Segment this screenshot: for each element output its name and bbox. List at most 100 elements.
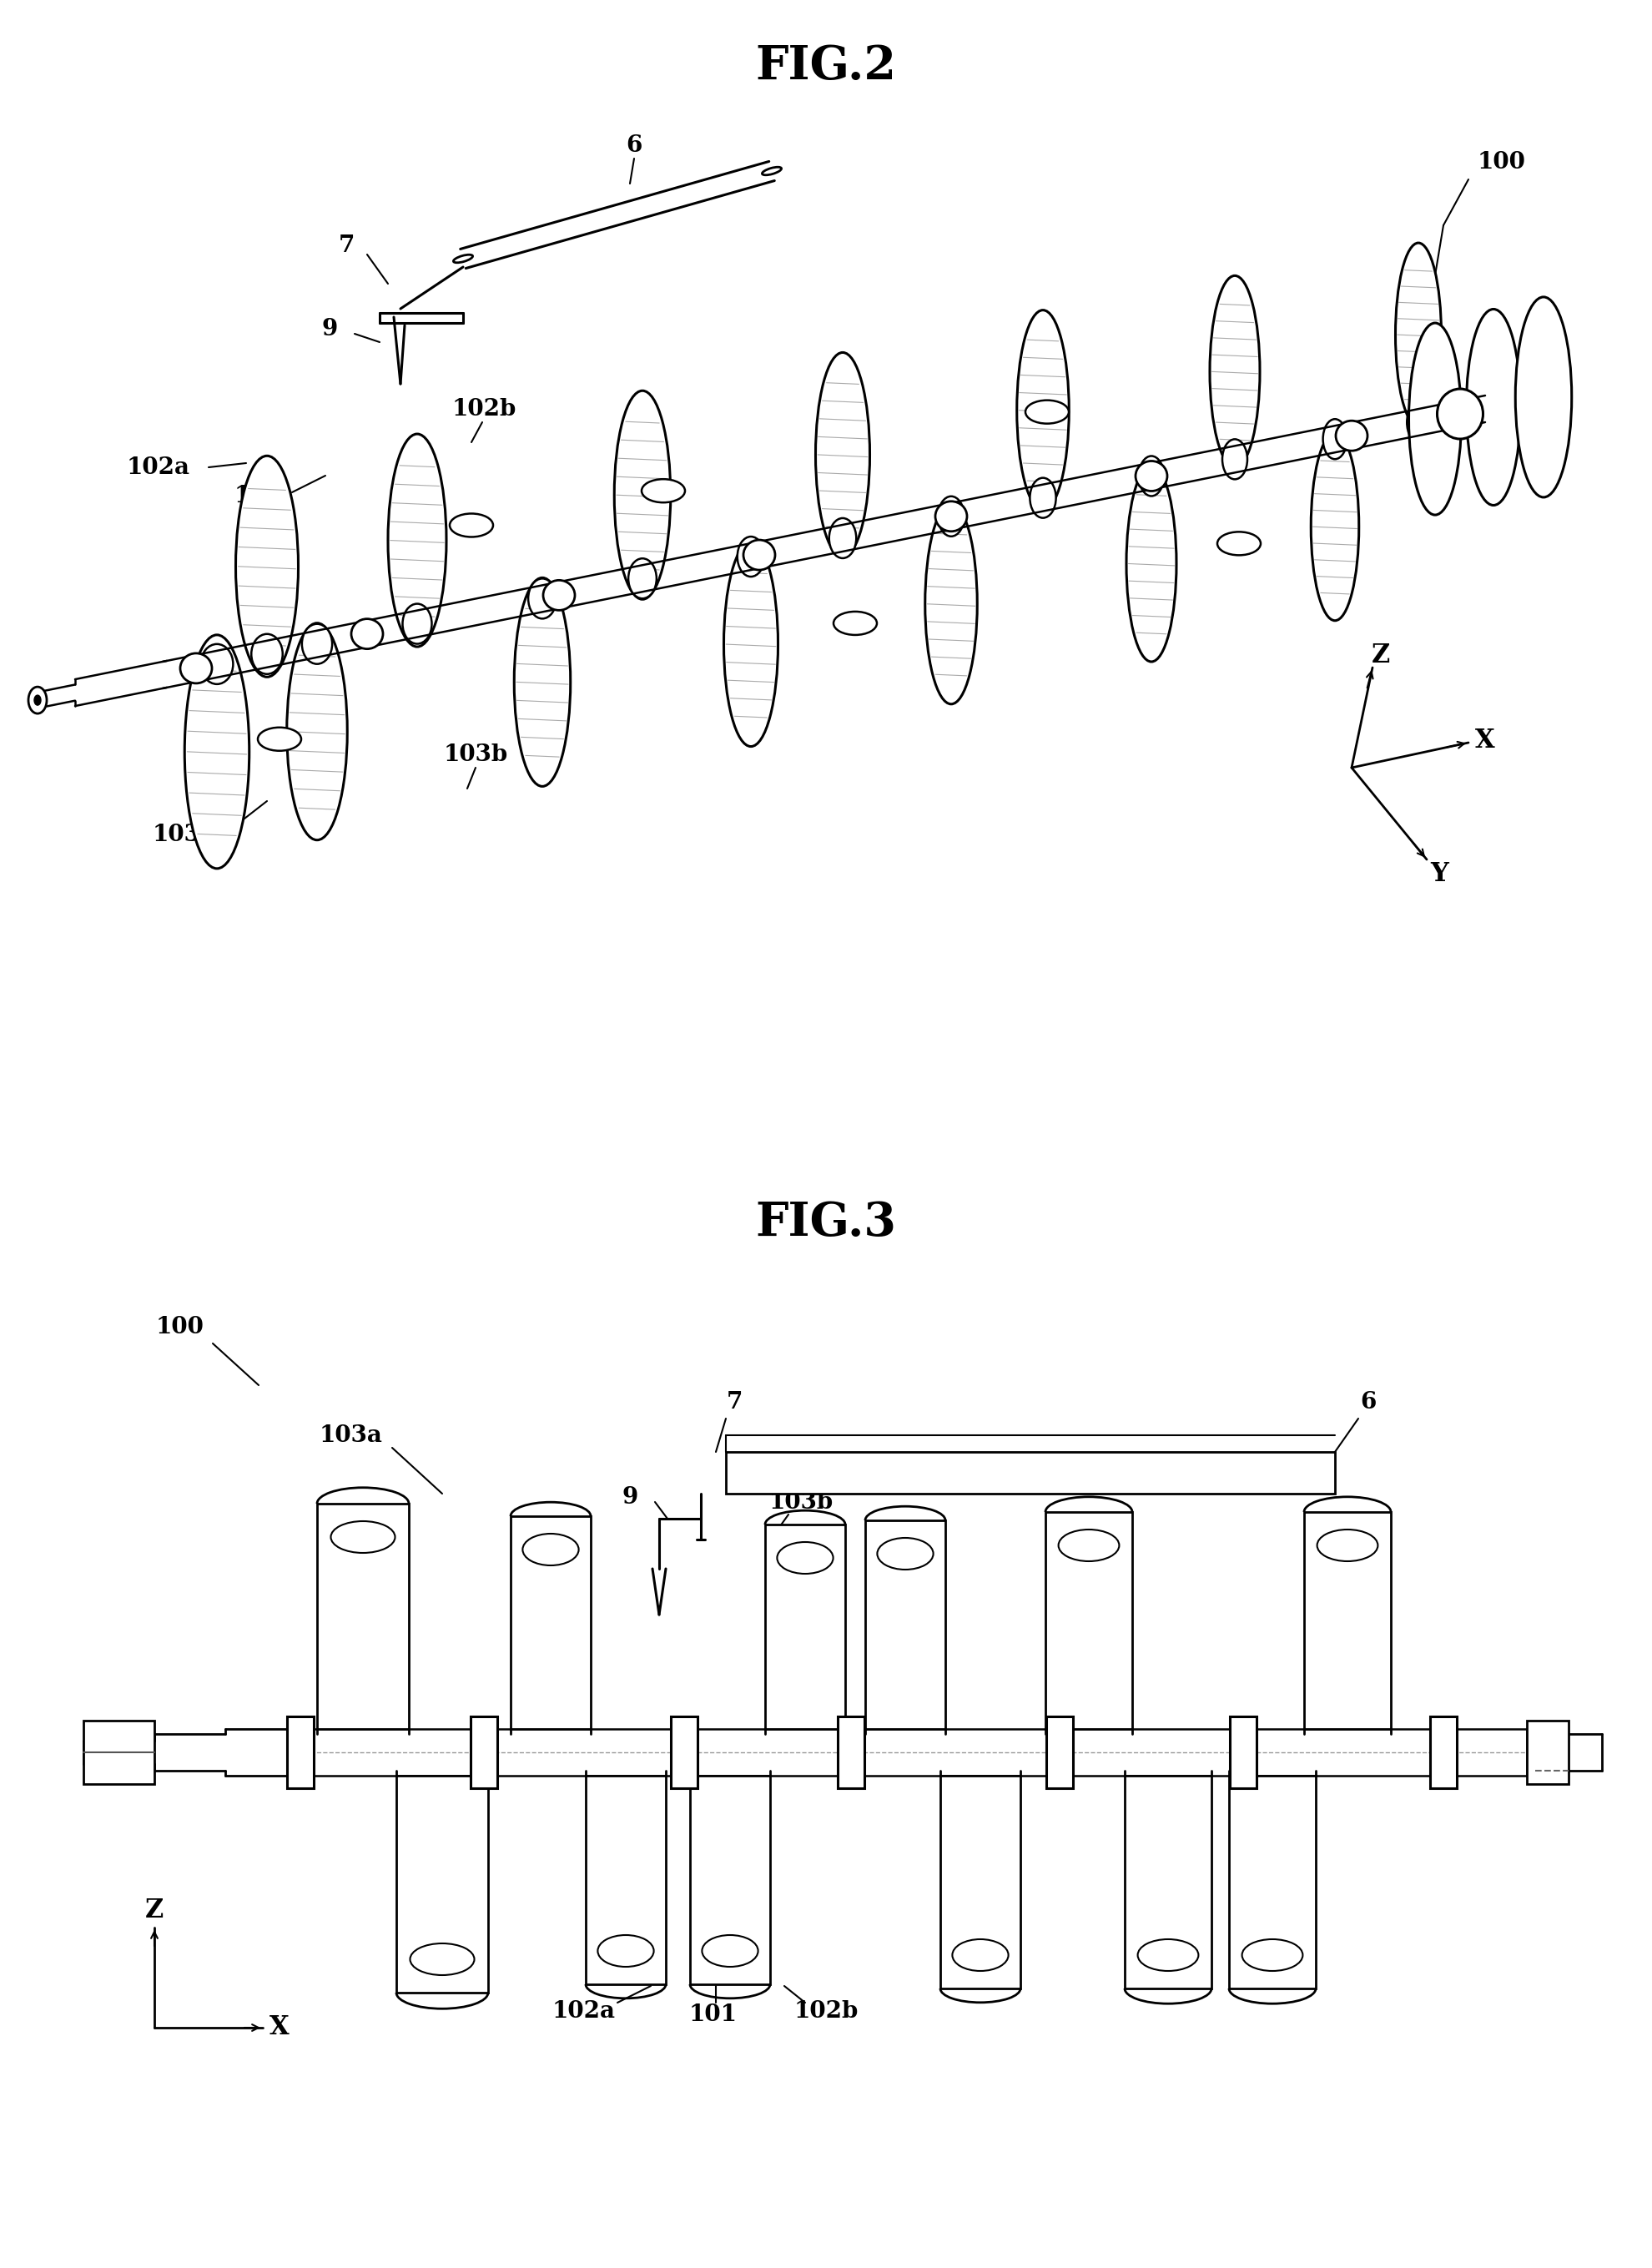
Ellipse shape <box>1336 422 1368 451</box>
Bar <box>725 1452 1335 1495</box>
Ellipse shape <box>1209 277 1260 467</box>
Bar <box>1526 1721 1568 1785</box>
Text: FIG.3: FIG.3 <box>755 1200 897 1245</box>
Ellipse shape <box>529 578 557 619</box>
Text: 9: 9 <box>322 318 337 340</box>
Ellipse shape <box>762 168 781 175</box>
Ellipse shape <box>1127 465 1176 662</box>
Ellipse shape <box>1409 322 1462 515</box>
Text: 102b: 102b <box>793 2000 859 2023</box>
Bar <box>471 1717 497 1787</box>
Ellipse shape <box>615 390 671 599</box>
Ellipse shape <box>952 1939 1008 1971</box>
Text: 100: 100 <box>155 1315 203 1338</box>
Ellipse shape <box>236 456 299 676</box>
Ellipse shape <box>1018 311 1069 510</box>
Bar <box>287 1717 314 1787</box>
Ellipse shape <box>403 603 431 644</box>
Bar <box>586 1776 666 1984</box>
Ellipse shape <box>449 513 492 538</box>
Text: 102a: 102a <box>127 456 190 479</box>
Ellipse shape <box>1467 308 1521 506</box>
Ellipse shape <box>598 1935 654 1966</box>
Bar <box>1431 1717 1457 1787</box>
Ellipse shape <box>877 1538 933 1569</box>
Bar <box>1229 1776 1315 1989</box>
Ellipse shape <box>1408 401 1431 442</box>
Text: 103a: 103a <box>319 1424 382 1447</box>
Bar <box>292 1728 1526 1776</box>
Text: 101: 101 <box>689 2005 737 2025</box>
Bar <box>1046 1513 1132 1728</box>
Text: 102a: 102a <box>552 2000 616 2023</box>
Ellipse shape <box>1242 1939 1303 1971</box>
Text: 102b: 102b <box>451 397 515 420</box>
Bar <box>765 1524 846 1728</box>
Ellipse shape <box>544 581 575 610</box>
Text: 7: 7 <box>727 1390 742 1413</box>
Ellipse shape <box>702 1935 758 1966</box>
Ellipse shape <box>776 1542 833 1574</box>
Ellipse shape <box>287 624 347 839</box>
Text: 6: 6 <box>626 134 643 156</box>
Bar <box>1046 1717 1072 1787</box>
Ellipse shape <box>1323 420 1346 458</box>
Ellipse shape <box>737 538 765 576</box>
Ellipse shape <box>1312 433 1360 621</box>
Ellipse shape <box>202 644 233 685</box>
Ellipse shape <box>834 612 877 635</box>
Bar <box>1303 1513 1391 1728</box>
Bar <box>940 1776 1021 1989</box>
Text: FIG.2: FIG.2 <box>755 43 897 91</box>
Bar <box>1125 1776 1211 1989</box>
Ellipse shape <box>1135 460 1168 492</box>
Ellipse shape <box>1437 388 1483 440</box>
Ellipse shape <box>522 1533 578 1565</box>
Ellipse shape <box>410 1944 474 1975</box>
Ellipse shape <box>935 501 966 531</box>
Text: X: X <box>1475 728 1495 753</box>
Ellipse shape <box>641 479 686 503</box>
Ellipse shape <box>330 1522 395 1554</box>
Bar <box>317 1504 408 1728</box>
Ellipse shape <box>1138 1939 1198 1971</box>
Ellipse shape <box>251 635 282 674</box>
Ellipse shape <box>185 635 249 869</box>
Text: X: X <box>269 2014 289 2041</box>
Text: 103b: 103b <box>768 1490 833 1513</box>
Text: 6: 6 <box>1360 1390 1376 1413</box>
Ellipse shape <box>388 433 446 646</box>
Ellipse shape <box>1029 479 1056 517</box>
Bar <box>671 1717 697 1787</box>
Text: 101: 101 <box>235 485 282 508</box>
Ellipse shape <box>453 254 472 263</box>
Ellipse shape <box>1138 456 1165 497</box>
Bar <box>510 1517 591 1728</box>
Ellipse shape <box>1218 531 1260 556</box>
Ellipse shape <box>28 687 46 714</box>
Ellipse shape <box>724 542 778 746</box>
Ellipse shape <box>1026 399 1069 424</box>
Bar <box>838 1717 864 1787</box>
Ellipse shape <box>35 696 41 705</box>
Ellipse shape <box>938 497 965 535</box>
Ellipse shape <box>743 540 775 569</box>
Ellipse shape <box>1317 1529 1378 1560</box>
Text: Z: Z <box>145 1898 164 1923</box>
Ellipse shape <box>628 558 656 599</box>
Bar <box>396 1776 487 1994</box>
Ellipse shape <box>1475 374 1530 438</box>
Ellipse shape <box>829 517 856 558</box>
Ellipse shape <box>925 503 978 703</box>
Ellipse shape <box>514 578 570 787</box>
Text: 103a: 103a <box>152 823 215 846</box>
Bar <box>691 1776 770 1984</box>
Ellipse shape <box>816 352 871 558</box>
Text: 9: 9 <box>621 1486 638 1508</box>
Bar <box>866 1520 945 1728</box>
Bar <box>84 1721 154 1785</box>
Bar <box>1229 1717 1257 1787</box>
Ellipse shape <box>302 624 332 665</box>
Ellipse shape <box>1515 297 1571 497</box>
Ellipse shape <box>1222 440 1247 479</box>
